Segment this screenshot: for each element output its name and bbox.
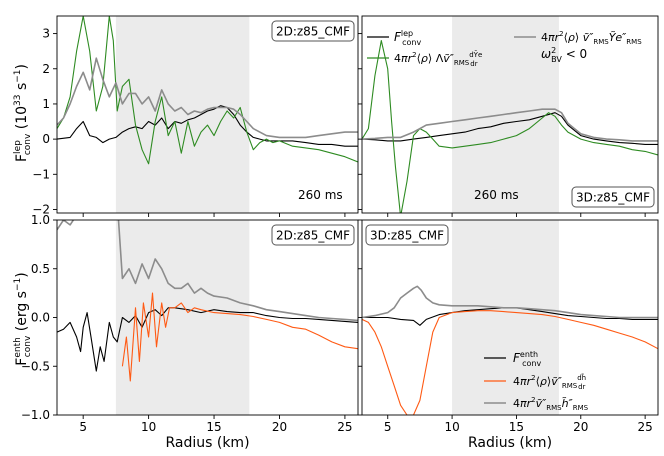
unstable-region-shading [115,220,250,415]
panel-title-box [271,20,355,42]
x-tick-label: 5 [79,420,87,434]
x-tick-label: 25 [337,420,352,434]
time-annotation: 260 ms [474,188,519,202]
series-line-2 [121,292,358,382]
x-axis-label: Radius (km) [468,435,552,451]
y-tick-label: 0.5 [31,262,50,276]
panel-title: 2D:z85_CMF [276,229,350,243]
x-tick-label: 20 [573,420,588,434]
series-line-2 [362,310,658,415]
bottom-y-axis-label: Fenthconv (erg s−1) [13,272,33,365]
y-tick-label: 2 [42,62,50,76]
panel-title: 2D:z85_CMF [276,25,350,39]
y-tick-label: 1 [42,97,50,111]
panel-title-box [571,186,655,208]
legend-label-gradient: 4πr2⟨ρ⟩ Λṽ″RMSdȲe dr [394,50,482,68]
x-tick-label: 5 [384,420,392,434]
panel-1: −2 −1 0 1 2 3 2D:z85_CMF 260 ms [32,15,359,217]
top-y-axis-label: Flepconv (1033 s−1) [13,64,33,162]
panel-3: 5 10 15 20 25 −1.0 −0.5 0.0 0.5 1.0 Radius (km) 2D:… [21,213,359,451]
unstable-region-shading [115,16,250,213]
y-tick-label: 1.0 [31,213,50,227]
plot-frame [56,15,359,214]
panel-title: 3D:z85_CMF [576,191,650,205]
time-annotation: 260 ms [298,188,343,202]
y-tick-label: −1.0 [21,408,50,422]
series-line-1 [57,105,358,147]
panel-4: 5 10 15 20 25 Radius (km) 3D:z85_CMF [358,219,659,451]
y-tick-label: −1 [32,167,50,181]
legend-label-bv: ω2 BV < 0 [541,46,587,64]
x-tick-label: 20 [272,420,287,434]
x-tick-label: 15 [206,420,221,434]
y-tick-label: −2 [32,202,50,216]
panel-2: 3D:z85_CMF 260 ms [358,15,659,217]
legend-swatch-shade [514,49,536,58]
y-tick-label: 3 [42,27,50,41]
x-tick-label: 10 [444,420,459,434]
series-line-3 [57,57,358,139]
x-tick-label: 15 [509,420,524,434]
unstable-region-shading [452,220,559,415]
plot-frame [361,15,659,214]
x-axis-label: Radius (km) [165,435,249,451]
series-line-3 [362,285,658,319]
legend-label-flux: Flep conv [394,29,422,47]
series-line-3 [57,220,358,322]
x-tick-label: 10 [141,420,156,434]
x-tick-label: 25 [637,420,652,434]
panel-title: 3D:z85_CMF [370,229,444,243]
series-line-3 [362,108,658,142]
y-tick-label: −0.5 [21,359,50,373]
panel-title-box [365,224,449,246]
y-tick-label: 0.0 [31,311,50,325]
y-tick-label: 0 [42,132,50,146]
series-line-1 [57,307,358,372]
legend-label-rms: 4πr2⟨ρ⟩ ṽ″RMSỸe″RMS [541,30,642,46]
series-line-2 [57,16,358,165]
panel-title-box [271,224,355,246]
